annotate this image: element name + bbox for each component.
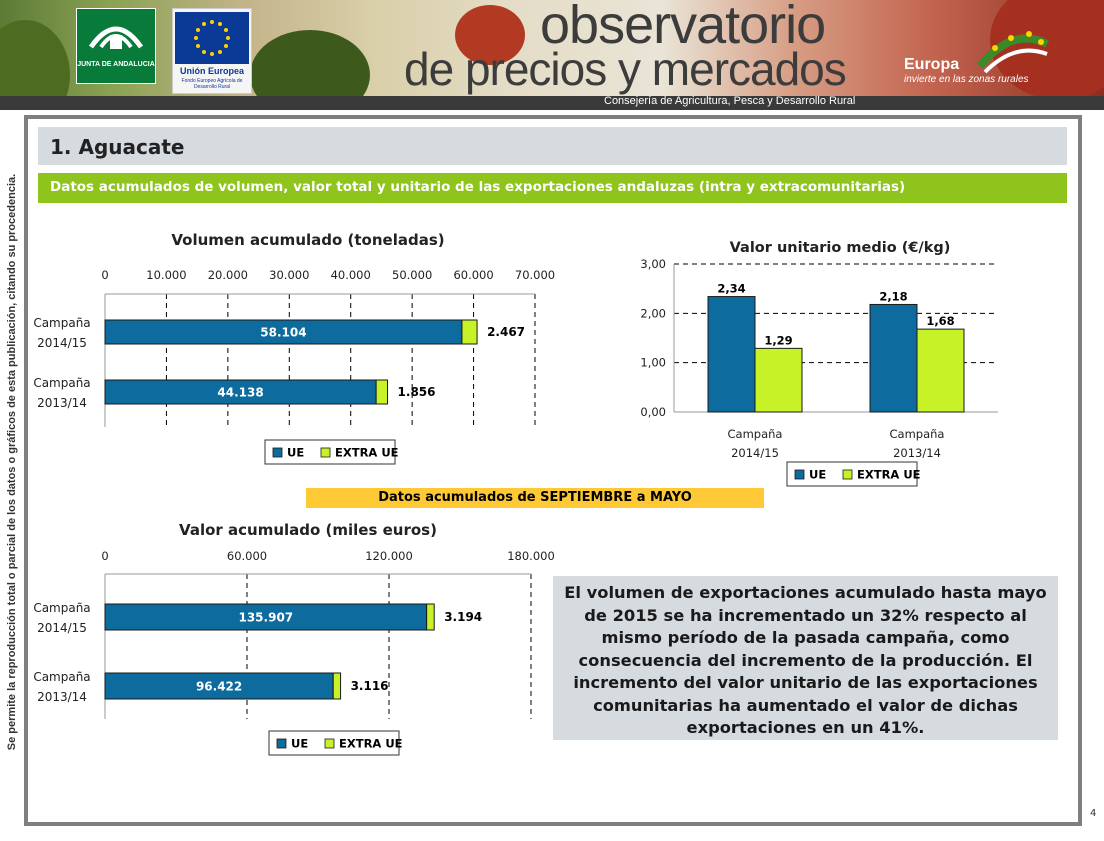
header-title-line1: observatorio bbox=[540, 0, 826, 55]
y-tick-label: 3,00 bbox=[640, 257, 666, 271]
category-label: 2014/15 bbox=[37, 621, 87, 635]
europa-logo: Europa invierte en las zonas rurales bbox=[904, 56, 1029, 85]
bar-segment bbox=[426, 603, 435, 631]
category-label: Campaña bbox=[33, 376, 90, 390]
category-label: 2013/14 bbox=[37, 396, 87, 410]
x-tick-label: 30.000 bbox=[269, 268, 309, 282]
logo-ue-title: Unión Europea bbox=[179, 66, 244, 76]
category-label: Campaña bbox=[33, 601, 90, 615]
category-label: Campaña bbox=[33, 670, 90, 684]
data-label: 1.856 bbox=[398, 385, 436, 399]
bar-segment bbox=[375, 379, 389, 405]
data-label: 1,29 bbox=[764, 333, 792, 347]
chart-title: Volumen acumulado (toneladas) bbox=[171, 231, 444, 249]
category-label: Campaña bbox=[728, 427, 783, 441]
section-title: 1. Aguacate bbox=[50, 135, 185, 159]
eu-flag-icon bbox=[175, 12, 249, 64]
page-number: 4 bbox=[1090, 808, 1097, 819]
x-tick-label: 10.000 bbox=[146, 268, 186, 282]
legend-label: UE bbox=[291, 737, 308, 751]
x-tick-label: 0 bbox=[101, 268, 108, 282]
x-tick-label: 0 bbox=[101, 549, 108, 563]
legend-swatch bbox=[794, 469, 805, 480]
header-title-line2: de precios y mercados bbox=[404, 43, 847, 95]
bar bbox=[869, 303, 918, 413]
bar-segment bbox=[461, 319, 478, 345]
legend-label: EXTRA UE bbox=[857, 468, 921, 482]
unit-value-chart: Valor unitario medio (€/kg) 0,00 1,00 2,00 3… bbox=[640, 240, 998, 487]
x-tick-label: 20.000 bbox=[208, 268, 248, 282]
data-label: 2.467 bbox=[487, 325, 525, 339]
legend-swatch bbox=[276, 738, 287, 749]
bar-segment bbox=[104, 603, 428, 631]
vegetable-decoration bbox=[455, 5, 525, 65]
legend-swatch bbox=[324, 738, 335, 749]
data-label: 96.422 bbox=[196, 680, 242, 694]
category-label: 2014/15 bbox=[37, 336, 87, 350]
department-bar: Consejería de Agricultura, Pesca y Desar… bbox=[0, 95, 1104, 110]
x-tick-label: 50.000 bbox=[392, 268, 432, 282]
x-tick-label: 60.000 bbox=[453, 268, 493, 282]
data-label: 58.104 bbox=[260, 326, 306, 340]
legend-label: UE bbox=[287, 446, 304, 460]
volume-chart: Volumen acumulado (toneladas) 0 10.000 20.0… bbox=[33, 231, 555, 465]
bar-segment bbox=[104, 672, 334, 700]
value-chart: Valor acumulado (miles euros) 0 60.000 120.… bbox=[33, 521, 555, 756]
y-tick-label: 1,00 bbox=[640, 356, 666, 370]
legend-swatch bbox=[272, 447, 283, 458]
stars-emblem-icon bbox=[976, 31, 1049, 74]
x-tick-label: 60.000 bbox=[227, 549, 267, 563]
period-band: Datos acumulados de SEPTIEMBRE a MAYO bbox=[306, 488, 764, 508]
category-label: 2013/14 bbox=[37, 690, 87, 704]
legend-label: UE bbox=[809, 468, 826, 482]
category-label: 2013/14 bbox=[893, 446, 941, 460]
bar-segment bbox=[104, 319, 463, 345]
department-text: Consejería de Agricultura, Pesca y Desar… bbox=[604, 95, 856, 107]
data-label: 44.138 bbox=[217, 386, 263, 400]
x-tick-label: 180.000 bbox=[507, 549, 555, 563]
legend-label: EXTRA UE bbox=[339, 737, 403, 751]
data-label: 2,34 bbox=[717, 282, 745, 296]
bar bbox=[707, 296, 756, 413]
reproduction-note: Se permite la reproducción total o parci… bbox=[6, 173, 18, 751]
bar-segment bbox=[332, 672, 342, 700]
content-frame bbox=[24, 115, 1082, 826]
commentary-text: El volumen de exportaciones acumulado ha… bbox=[564, 583, 1047, 737]
x-tick-label: 40.000 bbox=[331, 268, 371, 282]
bar bbox=[916, 328, 965, 413]
header-banner: JUNTA DE ANDALUCIA Unión Europea Fondo E… bbox=[0, 0, 1104, 110]
junta-andalucia-logo: JUNTA DE ANDALUCIA bbox=[76, 8, 156, 84]
category-label: Campaña bbox=[890, 427, 945, 441]
bar-segment bbox=[104, 379, 377, 405]
section-subtitle-band: Datos acumulados de volumen, valor total… bbox=[38, 173, 1067, 203]
x-tick-label: 120.000 bbox=[365, 549, 413, 563]
data-label: 135.907 bbox=[238, 611, 293, 625]
bar bbox=[754, 347, 803, 413]
europa-subtitle: invierte en las zonas rurales bbox=[904, 74, 1029, 85]
chart-title: Valor unitario medio (€/kg) bbox=[730, 240, 951, 256]
category-label: Campaña bbox=[33, 316, 90, 330]
data-label: 3.116 bbox=[351, 679, 389, 693]
logo-ue-subtitle: Fondo Europeo Agrícola de Desarrollo Rur… bbox=[181, 78, 243, 90]
legend-label: EXTRA UE bbox=[335, 446, 399, 460]
x-tick-label: 70.000 bbox=[515, 268, 555, 282]
logo-andalucia-text: JUNTA DE ANDALUCIA bbox=[77, 61, 155, 68]
data-label: 1,68 bbox=[926, 314, 954, 328]
category-label: 2014/15 bbox=[731, 446, 779, 460]
legend-swatch bbox=[320, 447, 331, 458]
europa-title: Europa bbox=[904, 56, 960, 73]
section-title-band: 1. Aguacate bbox=[38, 127, 1067, 165]
chart-title: Valor acumulado (miles euros) bbox=[179, 521, 437, 539]
data-label: 2,18 bbox=[879, 289, 907, 303]
y-tick-label: 0,00 bbox=[640, 405, 666, 419]
period-text: Datos acumulados de SEPTIEMBRE a MAYO bbox=[378, 490, 692, 505]
andalucia-emblem-icon bbox=[88, 26, 144, 49]
y-tick-label: 2,00 bbox=[640, 306, 666, 320]
commentary-box: El volumen de exportaciones acumulado ha… bbox=[553, 576, 1058, 740]
section-subtitle: Datos acumulados de volumen, valor total… bbox=[50, 179, 906, 195]
data-label: 3.194 bbox=[444, 610, 482, 624]
union-europea-logo: Unión Europea Fondo Europeo Agrícola de … bbox=[172, 8, 252, 94]
legend-swatch bbox=[842, 469, 853, 480]
